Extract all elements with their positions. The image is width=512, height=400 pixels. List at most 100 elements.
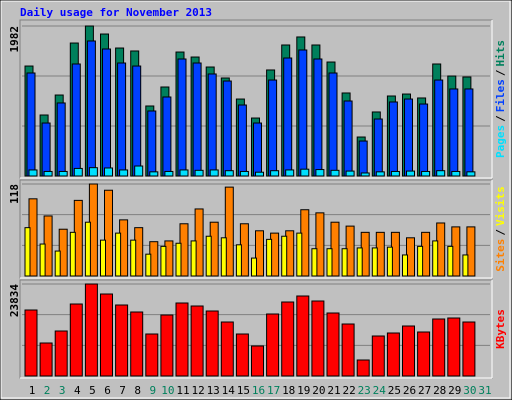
bar bbox=[132, 65, 142, 177]
bar bbox=[375, 171, 385, 177]
bar bbox=[71, 63, 81, 177]
bar bbox=[179, 169, 189, 177]
bar bbox=[447, 317, 461, 377]
x-tick-label: 2 bbox=[44, 384, 51, 397]
bar bbox=[388, 101, 398, 177]
bar bbox=[145, 333, 159, 377]
x-tick-label: 20 bbox=[312, 384, 325, 397]
x-tick-label: 14 bbox=[222, 384, 236, 397]
x-tick-label: 30 bbox=[463, 384, 476, 397]
x-tick-label: 3 bbox=[59, 384, 66, 397]
bar bbox=[360, 172, 370, 177]
bar bbox=[239, 170, 249, 177]
bar bbox=[298, 49, 308, 177]
bar bbox=[190, 240, 197, 277]
x-tick-label: 16 bbox=[252, 384, 265, 397]
bar bbox=[358, 140, 368, 177]
bar bbox=[100, 239, 106, 277]
bar bbox=[28, 169, 38, 177]
bar bbox=[119, 169, 129, 177]
bar bbox=[300, 168, 310, 177]
bar bbox=[404, 98, 413, 177]
bar bbox=[419, 103, 429, 177]
bar bbox=[102, 48, 111, 177]
bar bbox=[311, 248, 318, 277]
bar bbox=[88, 167, 98, 177]
bar bbox=[251, 257, 257, 277]
legend-entry: Files bbox=[494, 79, 507, 112]
bar bbox=[255, 171, 264, 177]
x-tick-label: 18 bbox=[282, 384, 295, 397]
bar bbox=[417, 331, 431, 377]
bar bbox=[104, 167, 113, 177]
bar bbox=[281, 235, 288, 277]
bar bbox=[115, 304, 129, 377]
x-tick-label: 7 bbox=[119, 384, 126, 397]
bar bbox=[434, 79, 444, 177]
bar bbox=[160, 245, 167, 277]
bar bbox=[343, 100, 353, 177]
bar bbox=[386, 332, 400, 377]
x-tick-label: 22 bbox=[342, 384, 355, 397]
bar bbox=[207, 73, 217, 177]
x-tick-label: 21 bbox=[327, 384, 340, 397]
bar bbox=[402, 254, 408, 277]
y-tick-label: 23834 bbox=[8, 284, 21, 317]
bar bbox=[253, 122, 262, 177]
bar bbox=[224, 170, 234, 177]
x-tick-label: 27 bbox=[418, 384, 431, 397]
bar bbox=[341, 248, 348, 277]
bar bbox=[86, 40, 96, 177]
bar bbox=[69, 303, 83, 377]
legend: Pages / Files / Hits bbox=[494, 40, 507, 158]
bar bbox=[54, 330, 68, 377]
bar bbox=[147, 110, 157, 177]
legend-entry: Visits bbox=[494, 186, 507, 226]
bar bbox=[56, 102, 66, 177]
bar bbox=[270, 170, 280, 177]
bar bbox=[328, 72, 338, 177]
bar bbox=[84, 221, 91, 277]
bar bbox=[235, 333, 249, 377]
bar bbox=[371, 247, 378, 277]
bar bbox=[311, 300, 325, 377]
bar bbox=[162, 96, 172, 177]
legend-entry: KBytes bbox=[494, 309, 507, 349]
bar bbox=[326, 312, 340, 377]
x-tick-label: 26 bbox=[403, 384, 416, 397]
bar bbox=[356, 359, 370, 377]
bar bbox=[464, 88, 474, 177]
bar bbox=[115, 232, 122, 277]
bar bbox=[330, 169, 340, 177]
legend-entry: Sites bbox=[494, 239, 507, 272]
bar bbox=[149, 171, 159, 177]
x-tick-label: 1 bbox=[29, 384, 36, 397]
x-tick-label: 8 bbox=[134, 384, 141, 397]
x-tick-label: 25 bbox=[388, 384, 401, 397]
bar bbox=[466, 226, 476, 277]
x-tick-label: 15 bbox=[237, 384, 250, 397]
bar bbox=[100, 293, 113, 377]
x-tick-label: 13 bbox=[207, 384, 220, 397]
bar bbox=[117, 62, 127, 177]
bar bbox=[371, 335, 385, 377]
x-tick-label: 12 bbox=[191, 384, 204, 397]
bar bbox=[237, 104, 247, 177]
bar bbox=[390, 170, 400, 177]
bar bbox=[447, 245, 454, 277]
x-tick-label: 28 bbox=[433, 384, 446, 397]
bar bbox=[386, 246, 393, 277]
bar bbox=[266, 313, 280, 377]
bar bbox=[466, 171, 476, 177]
bar bbox=[315, 169, 325, 177]
x-tick-label: 17 bbox=[267, 384, 280, 397]
bar bbox=[296, 295, 310, 377]
bar bbox=[462, 254, 469, 277]
bar bbox=[205, 310, 219, 377]
x-tick-label: 24 bbox=[373, 384, 387, 397]
bar bbox=[39, 342, 53, 377]
bar bbox=[58, 170, 68, 177]
x-tick-label: 31 bbox=[478, 384, 491, 397]
bar bbox=[222, 80, 232, 177]
